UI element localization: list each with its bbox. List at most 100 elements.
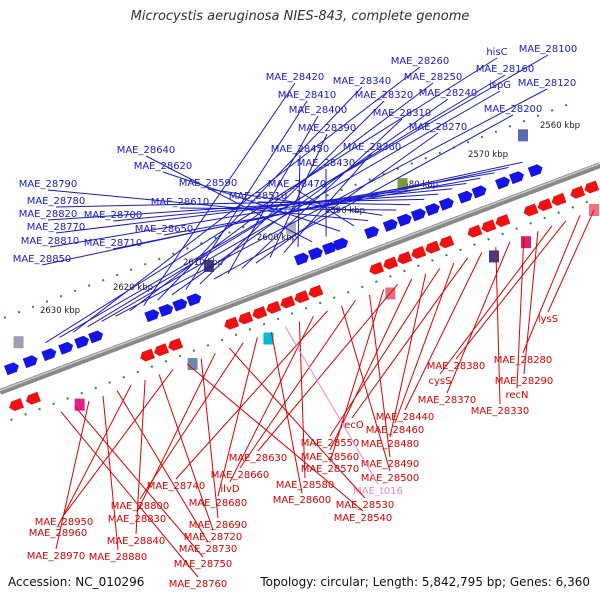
feature-box	[187, 358, 198, 371]
forward-gene-label: MAE_28650	[135, 224, 194, 235]
forward-label-leader	[145, 155, 313, 243]
genome-backbone-highlight	[0, 162, 600, 392]
reverse-gene-arrow	[154, 343, 170, 357]
reverse-gene-label: recN	[505, 390, 528, 401]
forward-gene-label: MAE_28400	[289, 105, 348, 116]
reverse-label-leader	[439, 225, 553, 375]
forward-gene-label: MAE_28410	[278, 90, 337, 101]
forward-label-leader	[171, 98, 449, 296]
reverse-label-leader	[186, 363, 364, 512]
forward-gene-label: MAE_28240	[419, 88, 478, 99]
reverse-gene-label: MAE_28500	[361, 473, 420, 484]
forward-gene-arrow	[88, 330, 104, 344]
reverse-gene-label: MAE_28950	[35, 517, 94, 528]
forward-gene-label: MAE_28310	[373, 108, 432, 119]
reverse-gene-arrow	[537, 198, 553, 212]
forward-gene-label: MAE_28700	[84, 210, 143, 221]
reverse-gene-arrow	[584, 180, 600, 194]
genome-backbone	[0, 162, 600, 395]
reverse-gene-arrow	[294, 290, 310, 304]
reverse-gene-arrow	[266, 300, 282, 314]
feature-box	[74, 398, 85, 411]
reverse-gene-arrow	[383, 256, 399, 270]
reverse-gene-arrow	[397, 251, 413, 265]
reverse-gene-label: MAE_28330	[471, 406, 530, 417]
forward-gene-arrow	[74, 335, 90, 349]
reverse-label-leader	[495, 247, 501, 405]
reverse-gene-label: MAE_28730	[179, 544, 238, 555]
reverse-gene-arrow	[551, 192, 567, 206]
reverse-gene-label: MAE_28660	[211, 470, 270, 481]
reverse-label-leader	[351, 257, 469, 419]
genome-summary: Topology: circular; Length: 5,842,795 bp…	[260, 575, 590, 589]
forward-gene-label: MAE_28430	[297, 158, 356, 169]
feature-box	[397, 178, 408, 191]
reverse-gene-arrow	[252, 306, 268, 320]
forward-gene-label: MAE_28160	[476, 64, 535, 75]
forward-gene-arrow	[4, 362, 19, 376]
reverse-gene-arrow	[280, 295, 296, 309]
reverse-label-leader	[136, 353, 216, 513]
reverse-gene-label: ilvD	[220, 484, 239, 495]
reverse-gene-label: MAE_28720	[184, 532, 243, 543]
forward-gene-label: MAE_28810	[21, 236, 80, 247]
reverse-label-leader	[341, 305, 391, 472]
reverse-gene-label: MAE_28460	[366, 425, 425, 436]
reverse-label-leader	[60, 411, 199, 578]
reverse-label-leader	[446, 241, 511, 394]
scale-tick-label: 2590 kbp	[325, 206, 365, 216]
forward-gene-label: MAE_28790	[19, 179, 78, 190]
forward-gene-label: MAE_28850	[13, 254, 72, 265]
forward-gene-arrow	[22, 355, 38, 369]
reverse-gene-label: MAE_28600	[273, 495, 332, 506]
forward-gene-label: MAE_28100	[519, 44, 578, 55]
forward-gene-arrow	[186, 293, 202, 307]
forward-label-leader	[47, 189, 369, 222]
reverse-gene-arrow	[224, 316, 240, 330]
forward-gene-label: MAE_28270	[409, 122, 468, 133]
accession-text: Accession: NC_010296	[8, 575, 145, 589]
reverse-gene-arrow	[238, 311, 254, 325]
reverse-gene-arrow	[439, 235, 455, 249]
forward-gene-arrow	[293, 252, 309, 266]
reverse-gene-label: MAE_28280	[494, 355, 553, 366]
reverse-gene-label: MAE_28370	[418, 395, 477, 406]
forward-label-leader	[55, 198, 425, 208]
forward-gene-arrow	[438, 197, 454, 211]
forward-gene-arrow	[457, 190, 473, 204]
forward-gene-label: MAE_28200	[484, 104, 543, 115]
forward-gene-arrow	[172, 298, 188, 312]
forward-label-leader	[227, 115, 319, 274]
feature-box	[263, 332, 274, 345]
forward-gene-label: MAE_28820	[19, 209, 78, 220]
forward-gene-label: MAE_28640	[117, 145, 176, 156]
forward-gene-label: ispG	[489, 80, 511, 91]
forward-gene-arrow	[527, 164, 543, 178]
reverse-label-leader	[139, 342, 244, 500]
reverse-label-leader	[57, 384, 132, 527]
reverse-gene-arrow	[523, 203, 539, 217]
forward-label-leader	[241, 118, 403, 269]
forward-gene-arrow	[144, 309, 160, 323]
forward-label-leader	[101, 90, 501, 322]
reverse-label-leader	[298, 321, 306, 479]
reverse-label-leader	[228, 347, 366, 499]
reverse-label-leader	[229, 315, 314, 483]
reverse-label-leader	[522, 215, 581, 354]
forward-gene-label: MAE_28250	[404, 72, 463, 83]
reverse-label-leader	[455, 220, 567, 360]
reverse-label-leader	[135, 379, 146, 535]
reverse-gene-label: MAE_28560	[301, 452, 360, 463]
forward-label-leader	[45, 57, 498, 344]
forward-gene-label: MAE_28590	[179, 178, 238, 189]
reverse-gene-label: MAE_28440	[376, 412, 435, 423]
reverse-gene-arrow	[570, 185, 586, 199]
tick-track-forward	[0, 100, 577, 321]
reverse-label-leader	[74, 406, 204, 558]
reverse-gene-label: recO	[340, 420, 364, 431]
reverse-label-leader	[404, 252, 483, 411]
reverse-gene-label: MAE_t016	[353, 486, 403, 497]
reverse-gene-label: MAE_28630	[229, 453, 288, 464]
reverse-label-leader	[329, 289, 385, 463]
